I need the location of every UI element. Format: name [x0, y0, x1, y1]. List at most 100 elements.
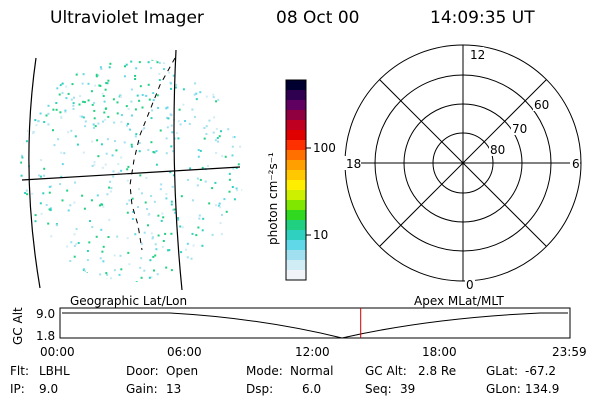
uv-speckle [149, 259, 152, 262]
uv-speckle [103, 100, 106, 103]
uv-speckle [208, 202, 211, 205]
uv-speckle [100, 68, 103, 70]
uv-speckle [87, 82, 90, 85]
colorbar-cell [286, 180, 306, 191]
colorbar-cell [286, 170, 306, 181]
uv-speckle [80, 277, 83, 280]
uv-speckle [131, 114, 133, 117]
uv-speckle [237, 163, 240, 166]
uv-speckle [47, 78, 50, 81]
timeline-frame [59, 307, 571, 339]
colorbar-cell [286, 80, 306, 91]
uv-speckle [221, 155, 224, 157]
uv-speckle [47, 104, 50, 107]
uv-speckle [184, 120, 186, 122]
uv-speckle [162, 240, 165, 242]
param-seq-value: 39 [400, 382, 415, 396]
uv-speckle [165, 137, 168, 140]
uv-speckle [105, 82, 108, 85]
uv-speckle [153, 200, 156, 203]
uv-speckle [70, 98, 73, 101]
latitude-line [21, 166, 241, 181]
uv-speckle [180, 195, 183, 198]
uv-speckle [188, 122, 191, 125]
colorbar-cells [286, 80, 306, 281]
uv-speckle [75, 73, 78, 76]
colorbar-tick-label-100: 100 [313, 141, 336, 155]
uv-speckle [116, 112, 119, 115]
uv-speckle [172, 150, 175, 153]
uv-speckle [197, 275, 200, 278]
uv-speckle [138, 61, 141, 64]
uv-speckle [72, 108, 75, 110]
uv-speckle [86, 272, 88, 275]
timeline-left-caption: Geographic Lat/Lon [70, 294, 187, 308]
uv-speckle [126, 237, 129, 240]
uv-speckle [50, 65, 53, 68]
colorbar-cell [286, 140, 306, 151]
uv-speckle [101, 166, 104, 169]
uv-speckle [242, 70, 244, 73]
mlt-label-12: 12 [470, 48, 485, 62]
uv-speckle [212, 62, 215, 64]
uv-speckle [177, 218, 180, 221]
uv-speckle [235, 187, 238, 190]
uv-speckle [205, 125, 208, 128]
uv-speckle [148, 276, 151, 279]
uv-speckle [43, 121, 46, 123]
uv-speckle [172, 74, 175, 77]
uv-speckle [96, 139, 99, 142]
orbit-timeline: Geographic Lat/Lon Apex MLat/MLT GC Alt … [11, 294, 587, 359]
uv-speckle [165, 197, 168, 200]
uv-speckle [34, 220, 37, 223]
uv-speckle [73, 96, 75, 99]
uv-speckle [79, 115, 82, 118]
uv-speckle [213, 66, 216, 69]
uv-speckle [73, 233, 76, 236]
uv-speckle [78, 103, 81, 106]
uv-speckle [235, 216, 238, 218]
uv-speckle [150, 195, 153, 197]
uv-speckle [191, 108, 194, 111]
uv-speckle [65, 97, 68, 100]
uv-speckle [131, 218, 134, 220]
uv-speckle [49, 209, 52, 212]
uv-speckle [158, 61, 161, 64]
uv-speckle [117, 163, 120, 166]
uv-speckle [32, 132, 34, 135]
uv-speckle [177, 137, 180, 140]
uv-speckle [215, 128, 218, 130]
uv-speckle [94, 125, 97, 128]
uv-speckle [75, 71, 78, 73]
uv-speckle [228, 250, 231, 252]
uv-speckle [167, 117, 170, 120]
uv-speckle [40, 269, 43, 272]
uv-speckle [229, 238, 232, 241]
uv-speckle [109, 62, 112, 65]
uv-speckle [20, 256, 23, 258]
uv-speckle [181, 226, 184, 229]
uv-speckle [105, 152, 108, 155]
uv-speckle [210, 61, 213, 64]
uv-speckle [61, 163, 64, 166]
param-mode-label: Mode: [246, 364, 283, 378]
uv-speckle [112, 175, 115, 178]
uv-speckle [140, 276, 143, 279]
colorbar-cell [286, 100, 306, 111]
uv-speckle [43, 167, 46, 170]
uv-speckle [143, 231, 146, 234]
uv-speckle [151, 236, 154, 239]
uv-speckle [47, 112, 50, 115]
uv-speckle [106, 193, 109, 196]
uv-speckle [206, 164, 209, 167]
uv-speckle [140, 257, 143, 260]
uv-speckle [134, 74, 137, 77]
uv-speckle [205, 69, 207, 72]
uv-speckle [106, 138, 109, 141]
uv-speckle [130, 60, 133, 63]
param-flt-value: LBHL [39, 364, 70, 378]
uv-speckle [241, 189, 244, 191]
uv-speckle [231, 154, 234, 157]
uv-speckle [83, 101, 86, 104]
